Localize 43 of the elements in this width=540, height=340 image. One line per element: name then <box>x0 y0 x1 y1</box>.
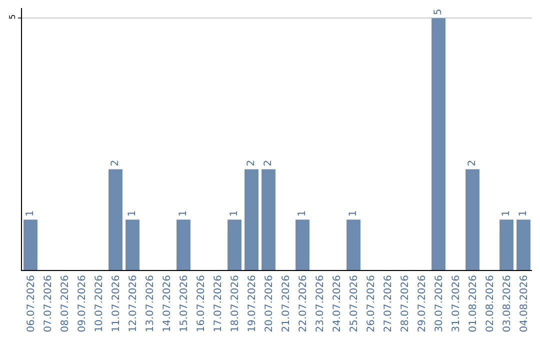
data-label: 1 <box>178 210 189 217</box>
x-tick-label: 01.08.2026 <box>468 275 479 332</box>
data-label: 1 <box>25 210 36 217</box>
x-tick-label: 25.07.2026 <box>348 275 360 332</box>
x-tick-label: 14.07.2026 <box>162 275 173 332</box>
x-tick-label: 11.07.2026 <box>110 275 122 332</box>
x-tick-label: 26.07.2026 <box>366 275 377 332</box>
data-label: 2 <box>246 160 257 166</box>
x-tick-label: 04.08.2026 <box>518 275 530 332</box>
x-tick-label: 10.07.2026 <box>94 275 105 332</box>
x-tick-label: 16.07.2026 <box>196 275 207 332</box>
x-tick-label: 20.07.2026 <box>264 275 275 332</box>
x-tick-label: 08.07.2026 <box>60 275 71 332</box>
x-tick-label: 13.07.2026 <box>144 275 156 332</box>
data-label: 1 <box>348 210 359 217</box>
x-tick-label: 06.07.2026 <box>26 275 37 332</box>
x-tick-label: 24.07.2026 <box>332 275 343 332</box>
x-tick-label: 07.07.2026 <box>42 275 54 332</box>
x-tick-label: 29.07.2026 <box>416 275 428 332</box>
x-tick-label: 02.08.2026 <box>484 275 496 332</box>
x-tick-label: 27.07.2026 <box>382 275 394 332</box>
x-tick-label: 30.07.2026 <box>434 275 445 332</box>
x-tick-label: 09.07.2026 <box>76 275 88 332</box>
data-label: 2 <box>467 160 478 166</box>
data-label: 2 <box>110 160 121 166</box>
data-label: 1 <box>127 210 138 217</box>
x-tick-label: 18.07.2026 <box>230 275 241 332</box>
data-label: 2 <box>263 160 274 166</box>
x-tick-label: 12.07.2026 <box>128 275 139 332</box>
x-tick-label: 31.07.2026 <box>450 275 462 332</box>
x-tick-label: 15.07.2026 <box>178 275 190 332</box>
data-label: 1 <box>297 210 308 217</box>
data-label: 5 <box>433 8 444 16</box>
x-tick-label: 23.07.2026 <box>314 275 326 332</box>
x-tick-label: 03.08.2026 <box>502 275 513 332</box>
data-label: 1 <box>518 210 529 217</box>
x-tick-label: 19.07.2026 <box>246 275 258 332</box>
x-tick-label: 22.07.2026 <box>298 275 309 332</box>
x-tick-label: 28.07.2026 <box>400 275 411 332</box>
data-label: 1 <box>229 210 240 217</box>
x-tick-label: 17.07.2026 <box>212 275 224 332</box>
data-label: 1 <box>501 210 512 217</box>
x-tick-label: 21.07.2026 <box>280 275 292 332</box>
